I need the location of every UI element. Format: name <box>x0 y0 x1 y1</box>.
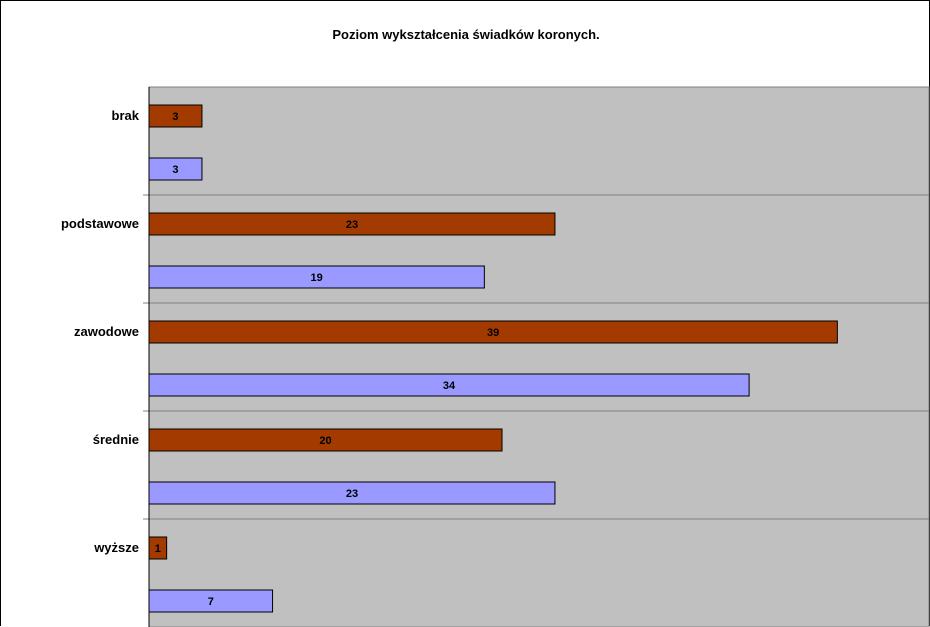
bar-value-label: 1 <box>155 543 161 555</box>
category-label: podstawowe <box>61 216 139 231</box>
bar-value-label: 3 <box>172 164 178 176</box>
bar-value-label: 39 <box>487 327 499 339</box>
bars: 3 3 23 19 39 34 20 23 1 7 <box>148 104 838 613</box>
bar-value-label: 19 <box>311 272 323 284</box>
bar-value-label: 34 <box>443 380 456 392</box>
bar-value-label: 23 <box>346 219 358 231</box>
gridlines <box>143 194 929 520</box>
chart-title: Poziom wykształcenia świadków koronych. <box>332 27 600 42</box>
category-labels: brak podstawowe zawodowe średnie wyższe <box>61 108 140 555</box>
bar-value-label: 20 <box>319 435 331 447</box>
category-label: wyższe <box>93 540 139 555</box>
category-label: średnie <box>93 432 139 447</box>
category-label: brak <box>112 108 140 123</box>
plot-area <box>148 86 930 627</box>
bar-value-label: 23 <box>346 488 358 500</box>
category-label: zawodowe <box>74 324 139 339</box>
bar-value-label: 7 <box>208 596 214 608</box>
bar-value-label: 3 <box>172 111 178 123</box>
